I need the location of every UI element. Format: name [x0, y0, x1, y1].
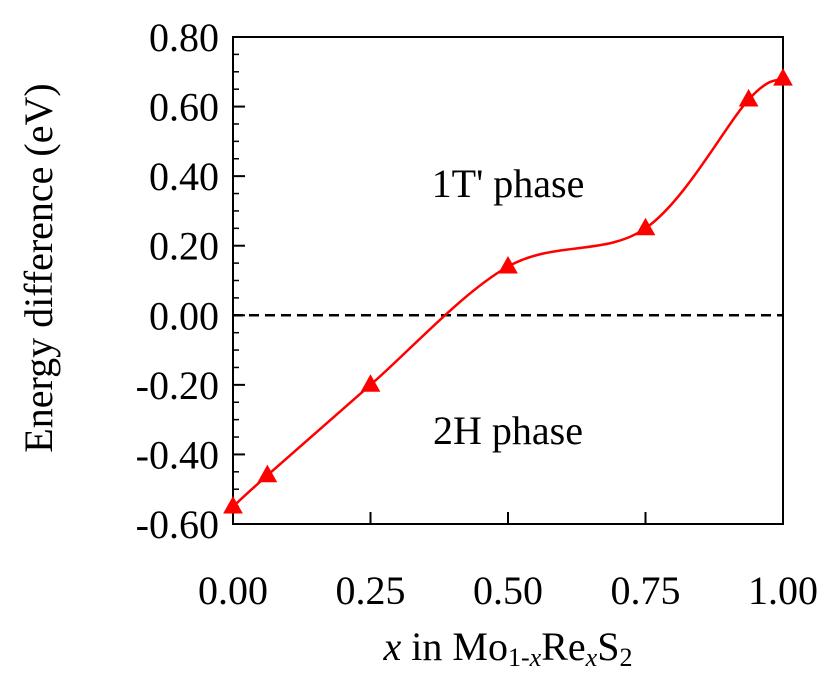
phase-annotation: 2H phase: [433, 408, 583, 453]
y-tick-label: -0.40: [136, 432, 219, 477]
data-point-marker: [635, 217, 656, 236]
x-tick-label: 0.75: [611, 568, 681, 613]
x-axis-title-subx2: x: [585, 643, 598, 672]
data-point-marker: [773, 68, 793, 86]
y-tick-label: 0.40: [149, 154, 219, 199]
x-tick-label: 0.50: [473, 568, 543, 613]
data-point-marker: [223, 495, 243, 514]
data-point-marker: [738, 88, 759, 107]
x-axis-title-subx1: x: [529, 643, 542, 672]
ticks: -0.60 -0.40 -0.20 0.00 0.20 0.40 0.60 0.80 0.00 0…: [136, 15, 818, 613]
x-tick-label: 0.25: [336, 568, 406, 613]
data-series: [223, 68, 793, 514]
x-axis-title: x in Mo1-xRexS2: [383, 624, 633, 672]
x-axis-title-sub1: 1-: [508, 643, 530, 672]
data-point-marker: [257, 464, 278, 483]
x-tick-label: 1.00: [748, 568, 818, 613]
x-axis-title-s: S: [597, 624, 619, 669]
x-axis-title-in: in: [401, 624, 452, 669]
data-point-marker: [360, 374, 381, 392]
phase-annotation: 1T' phase: [432, 161, 585, 206]
y-tick-label: 0.20: [149, 224, 219, 269]
data-point-marker: [498, 255, 518, 274]
y-tick-label: 0.00: [149, 293, 219, 338]
x-axis-title-sub2: 2: [619, 643, 632, 672]
x-axis-title-re: Re: [541, 624, 585, 669]
x-axis-title-mo: Mo: [452, 624, 508, 669]
y-tick-label: -0.60: [136, 502, 219, 547]
x-axis-title-var: x: [383, 624, 402, 669]
y-axis-title: Energy difference (eV): [16, 83, 61, 452]
y-tick-label: 0.80: [149, 15, 219, 60]
y-tick-label: -0.20: [136, 363, 219, 408]
annotations: 1T' phase 2H phase: [432, 161, 585, 453]
y-tick-label: 0.60: [149, 85, 219, 130]
x-tick-label: 0.00: [198, 568, 268, 613]
